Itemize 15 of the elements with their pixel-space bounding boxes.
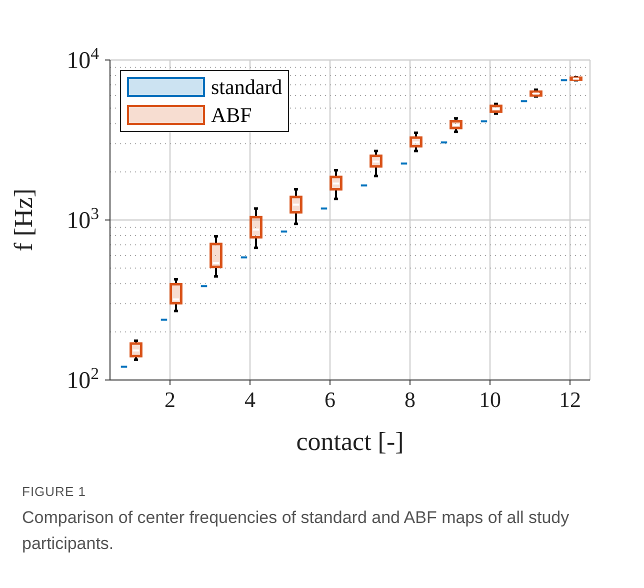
x-tick-label: 6 (324, 387, 336, 412)
y-tick-label: 10$^{3}$ (66, 204, 99, 234)
x-tick-label: 4 (244, 387, 256, 412)
x-tick-label: 12 (559, 387, 581, 412)
caption: FIGURE 1 (22, 484, 87, 499)
legend-label: ABF (211, 102, 252, 129)
x-tick-label: 10 (479, 387, 501, 412)
y-tick-label: 10$^{2}$ (66, 364, 99, 394)
legend-label: standard (211, 74, 282, 101)
x-axis-title: contact [-] (296, 427, 404, 456)
y-axis-title: f [Hz] (9, 188, 38, 252)
x-tick-label: 2 (164, 387, 176, 412)
y-tick-label: 10$^{4}$ (66, 44, 100, 74)
text: Comparison of center frequencies of standard and ABF maps of all study participants. (22, 507, 570, 555)
x-tick-label: 8 (404, 387, 416, 412)
